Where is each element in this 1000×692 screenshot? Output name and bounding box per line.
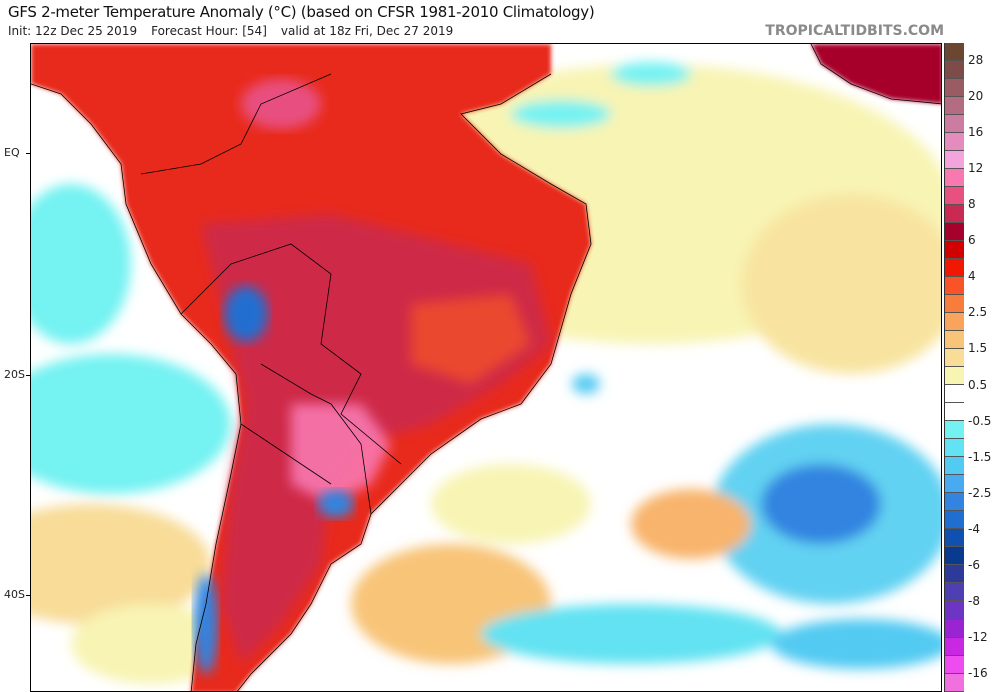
map-canvas [31,44,941,691]
color-scale-swatch [945,385,964,404]
lat-label-eq: EQ [4,146,20,159]
color-scale-swatch [945,349,964,368]
color-scale-label: 4 [968,269,976,284]
color-scale-label: 6 [968,233,976,248]
color-scale-swatch [945,331,964,350]
lat-label-20s: 20S [4,368,25,381]
map-subtitle: Init: 12z Dec 25 2019 Forecast Hour: [54]… [8,24,467,38]
color-scale-bar [944,43,964,692]
color-scale-label: 1.5 [968,341,988,356]
color-scale-swatch [945,547,964,566]
color-scale-label: -2.5 [968,485,992,500]
lat-tick [26,375,30,376]
color-scale-swatch [945,241,964,260]
color-scale-swatch [945,511,964,530]
color-scale-swatch [945,187,964,206]
color-scale-swatch [945,475,964,494]
color-scale-swatch [945,223,964,242]
color-scale-swatch [945,673,964,692]
color-scale-swatch [945,61,964,80]
color-scale-swatch [945,655,964,674]
color-scale-label: -6 [968,557,980,572]
color-scale-label: -16 [968,665,988,680]
lat-tick [26,153,30,154]
south-america-landmass [31,44,591,691]
color-scale-swatch [945,151,964,170]
color-scale-swatch [945,601,964,620]
color-scale-swatch [945,403,964,422]
color-scale-swatch [945,277,964,296]
temperature-anomaly-map [30,43,942,692]
color-scale-swatch [945,169,964,188]
color-scale-label: 28 [968,53,984,68]
color-scale-label: 20 [968,89,984,104]
color-scale-swatch [945,295,964,314]
color-scale-label: -4 [968,521,980,536]
color-scale-swatch [945,583,964,602]
color-scale-label: 16 [968,125,984,140]
init-time: Init: 12z Dec 25 2019 [8,24,138,38]
color-scale-label: 0.5 [968,377,988,392]
country-borders [31,44,941,691]
color-scale-label: -1.5 [968,449,992,464]
color-scale-swatch [945,97,964,116]
color-scale-swatch [945,367,964,386]
color-scale-swatch [945,313,964,332]
color-scale-swatch [945,205,964,224]
color-scale-label: -8 [968,593,980,608]
africa-landmass [811,44,941,104]
color-scale-swatch [945,565,964,584]
color-scale-label: 12 [968,161,984,176]
color-scale-swatch [945,259,964,278]
lat-tick [26,595,30,596]
forecast-hour: Forecast Hour: [54] [151,24,267,38]
color-scale-swatch [945,619,964,638]
valid-time: valid at 18z Fri, Dec 27 2019 [280,24,454,38]
color-scale-label: -0.5 [968,413,992,428]
color-scale-swatch [945,43,964,62]
color-scale-swatch [945,637,964,656]
map-title: GFS 2-meter Temperature Anomaly (°C) (ba… [8,3,595,21]
color-scale-label: 2.5 [968,305,988,320]
color-scale-swatch [945,457,964,476]
color-scale-label: 8 [968,197,976,212]
color-scale-label: -12 [968,629,988,644]
color-scale-swatch [945,79,964,98]
lat-label-40s: 40S [4,588,25,601]
color-scale-swatch [945,115,964,134]
color-scale-swatch [945,439,964,458]
color-scale-swatch [945,421,964,440]
color-scale-swatch [945,133,964,152]
watermark: TROPICALTIDBITS.COM [765,23,944,39]
color-scale-swatch [945,529,964,548]
color-scale-swatch [945,493,964,512]
